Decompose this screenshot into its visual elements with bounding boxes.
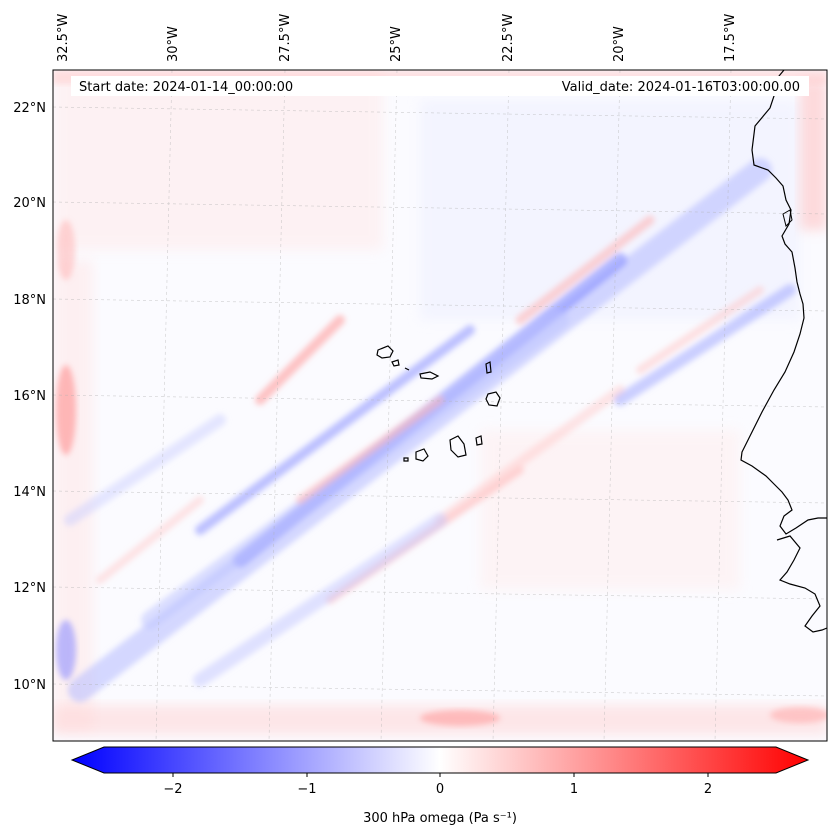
lon-label: 30°W [166, 26, 181, 62]
lon-label: 25°W [389, 26, 404, 62]
colorbar-label: 300 hPa omega (Pa s⁻¹) [363, 811, 517, 826]
start-date-label: Start date: 2024-01-14_00:00:00 [79, 80, 293, 95]
colorbar: −2 −1 0 1 2 300 hPa omega (Pa s⁻¹) [70, 746, 810, 826]
colorbar-tick-label: −2 [163, 782, 182, 797]
longitude-labels: 32.5°W 30°W 27.5°W 25°W 22.5°W 20°W 17.5… [56, 14, 738, 62]
lat-label: 16°N [13, 389, 46, 404]
cape-verde-islands [376, 345, 501, 462]
africa-coastline [740, 69, 827, 535]
colorbar-ramp [70, 746, 810, 774]
colorbar-tick-label: 2 [704, 782, 712, 797]
colorbar-tick-label: −1 [297, 782, 316, 797]
lon-label: 20°W [612, 26, 627, 62]
date-banner [71, 76, 809, 96]
colorbar-ticks [172, 773, 709, 777]
omega-field [53, 70, 827, 735]
valid-date-label: Valid_date: 2024-01-16T03:00:00.00 [562, 80, 800, 95]
colorbar-tick-label: 1 [570, 782, 578, 797]
latitude-labels: 22°N 20°N 18°N 16°N 14°N 12°N 10°N [13, 101, 46, 693]
graticule [52, 69, 828, 742]
lat-label: 18°N [13, 293, 46, 308]
lon-label: 22.5°W [501, 14, 516, 62]
lat-label: 22°N [13, 101, 46, 116]
lon-label: 27.5°W [278, 14, 293, 62]
map-panel: Start date: 2024-01-14_00:00:00 Valid_da… [52, 69, 828, 742]
lat-label: 10°N [13, 678, 46, 693]
lon-label: 17.5°W [723, 14, 738, 62]
guinea-coastline [776, 535, 828, 633]
colorbar-tick-label: 0 [436, 782, 444, 797]
lat-label: 12°N [13, 581, 46, 596]
coast-islet [782, 209, 793, 227]
lon-label: 32.5°W [56, 14, 71, 62]
lat-label: 20°N [13, 196, 46, 211]
lat-label: 14°N [13, 485, 46, 500]
map-frame [52, 69, 828, 742]
